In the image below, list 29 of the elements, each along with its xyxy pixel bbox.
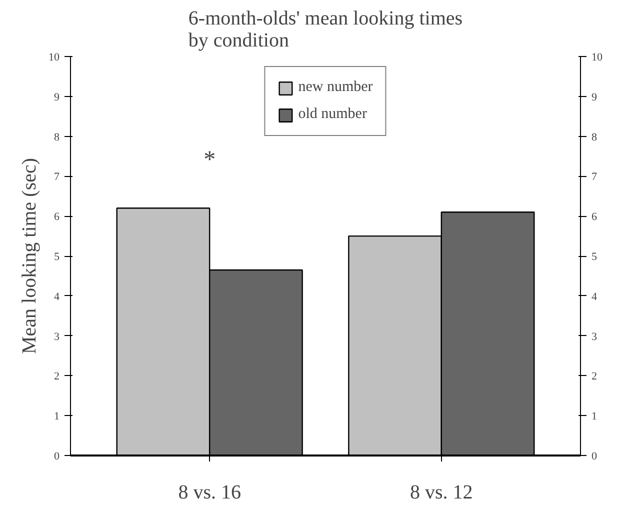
y-tick-label: 0 [54, 450, 60, 462]
y-tick-label: 1 [54, 410, 60, 423]
y2-tick-label: 4 [592, 290, 598, 303]
y-tick-label: 5 [54, 251, 60, 263]
y-tick-label: 4 [54, 290, 60, 303]
y-tick-label: 10 [48, 52, 60, 64]
y2-tick-label: 9 [592, 91, 598, 104]
x-tick-label: 8 vs. 16 [178, 482, 241, 504]
y2-tick-label: 8 [592, 131, 598, 144]
y2-tick-label: 5 [592, 251, 598, 263]
y2-tick-label: 7 [592, 171, 598, 184]
y-tick-label: 3 [54, 330, 60, 343]
y2-tick-label: 3 [592, 330, 598, 343]
legend-label: new number [298, 79, 373, 96]
y2-tick-label: 0 [592, 450, 598, 462]
y2-tick-label: 1 [592, 410, 597, 423]
legend-label: old number [298, 106, 367, 123]
y2-tick-label: 2 [592, 370, 597, 383]
x-tick-label: 8 vs. 12 [410, 482, 473, 504]
annotation: * [204, 147, 216, 174]
y-tick-label: 9 [54, 91, 60, 104]
chart-title: 6-month-olds' mean looking times by condition [188, 8, 463, 52]
y-tick-label: 6 [54, 211, 60, 224]
y2-tick-label: 6 [592, 211, 598, 224]
y-tick-label: 2 [54, 370, 60, 383]
y2-tick-label: 10 [592, 52, 603, 64]
y-tick-label: 8 [54, 131, 60, 144]
y-axis-title: Mean looking time (sec) [18, 158, 40, 354]
y-tick-label: 7 [54, 171, 60, 184]
